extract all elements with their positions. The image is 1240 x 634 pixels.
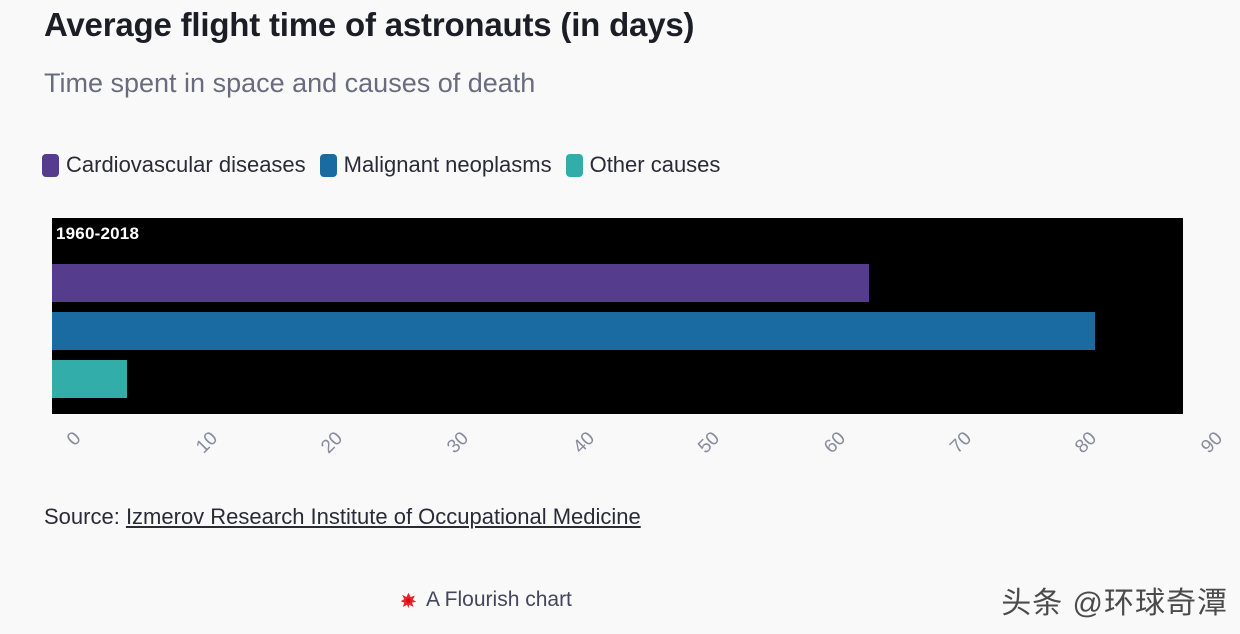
x-axis-tick-label: 30	[443, 428, 473, 458]
flourish-logo-icon	[400, 592, 417, 608]
x-axis: 0 10 20 30 40 50 60 70 80 90	[52, 414, 1227, 474]
x-axis-tick-label: 40	[568, 428, 599, 458]
bar-cardiovascular-diseases[interactable]	[52, 264, 869, 302]
legend-swatch-icon	[565, 153, 583, 177]
source-prefix: Source:	[44, 504, 126, 529]
x-axis-tick-label: 50	[694, 428, 725, 458]
source-link[interactable]: Izmerov Research Institute of Occupation…	[125, 504, 641, 529]
page-title: Average flight time of astronauts (in da…	[44, 6, 695, 43]
watermark: 头条 @环球奇潭	[1001, 587, 1228, 620]
bar-group	[52, 264, 1183, 414]
bar-malignant-neoplasms[interactable]	[52, 312, 1096, 350]
legend-item-other-causes[interactable]: Other causes	[565, 152, 721, 178]
x-axis-tick-label: 60	[820, 428, 850, 458]
x-axis-tick-label: 10	[191, 428, 222, 458]
legend-label: Cardiovascular diseases	[66, 152, 306, 177]
x-axis-tick-label: 90	[1197, 428, 1227, 458]
legend-item-malignant-neoplasms[interactable]: Malignant neoplasms	[319, 152, 552, 178]
chart-subtitle: Time spent in space and causes of death	[44, 68, 536, 98]
legend-swatch-icon	[42, 153, 59, 177]
source-line: Source: Izmerov Research Institute of Oc…	[44, 504, 641, 530]
bar-other-causes[interactable]	[52, 360, 128, 398]
plot-area: 1960-2018	[52, 218, 1183, 414]
legend-swatch-icon	[319, 153, 337, 177]
x-axis-tick-label: 20	[317, 428, 348, 458]
chart-legend: Cardiovascular diseases Malignant neopla…	[42, 152, 734, 178]
flourish-credit[interactable]: A Flourish chart	[400, 588, 572, 612]
bar-group-label: 1960-2018	[56, 224, 140, 243]
x-axis-tick-label: 70	[945, 428, 976, 458]
flourish-credit-label: A Flourish chart	[426, 588, 572, 611]
legend-label: Malignant neoplasms	[343, 152, 552, 177]
legend-item-cardiovascular-diseases[interactable]: Cardiovascular diseases	[42, 152, 306, 178]
legend-label: Other causes	[589, 152, 721, 177]
x-axis-tick-label: 0	[63, 428, 86, 451]
x-axis-tick-label: 80	[1071, 428, 1102, 458]
